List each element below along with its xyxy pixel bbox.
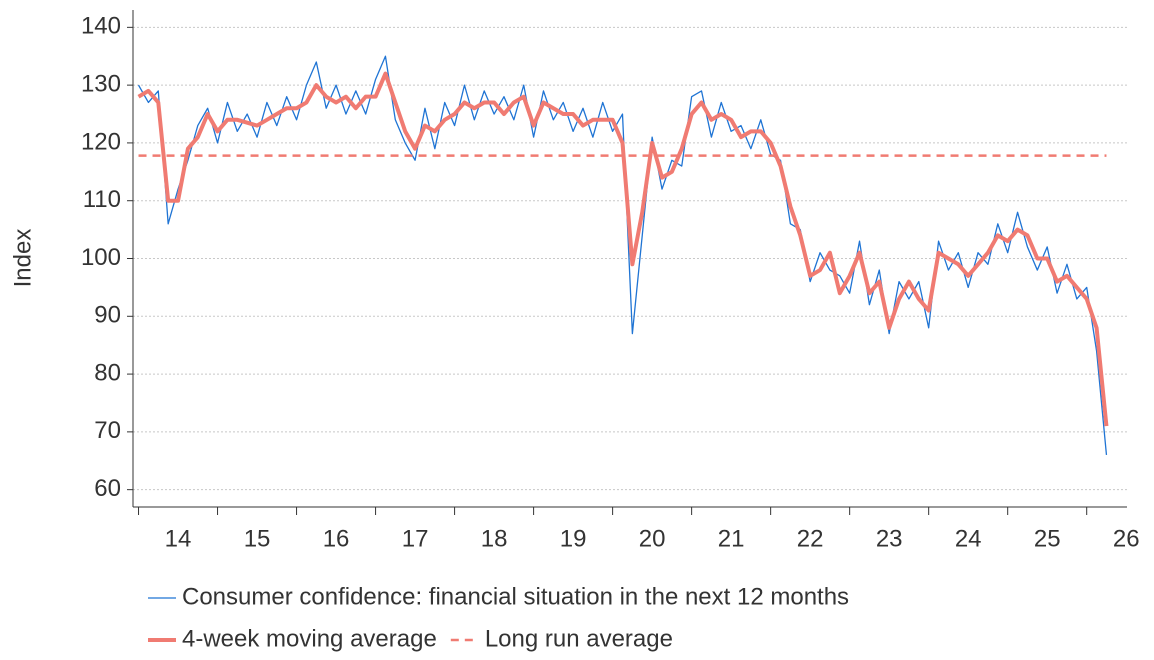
legend-label: 4-week moving average bbox=[182, 625, 437, 652]
x-tick-label: 16 bbox=[323, 525, 350, 552]
y-tick-label: 120 bbox=[81, 128, 121, 155]
x-tick-label: 14 bbox=[165, 525, 192, 552]
x-tick-label: 26 bbox=[1113, 525, 1140, 552]
x-tick-label: 23 bbox=[876, 525, 903, 552]
x-tick-label: 24 bbox=[955, 525, 982, 552]
y-tick-label: 60 bbox=[94, 475, 121, 502]
y-tick-label: 130 bbox=[81, 70, 121, 97]
y-tick-label: 90 bbox=[94, 302, 121, 329]
x-tick-label: 25 bbox=[1034, 525, 1061, 552]
y-tick-label: 140 bbox=[81, 13, 121, 40]
legend-label: Consumer confidence: financial situation… bbox=[182, 583, 849, 610]
x-tick-label: 18 bbox=[481, 525, 508, 552]
x-tick-label: 22 bbox=[797, 525, 824, 552]
legend-label: Long run average bbox=[485, 625, 673, 652]
y-tick-label: 110 bbox=[83, 186, 121, 213]
y-axis-label: Index bbox=[9, 229, 36, 288]
y-tick-label: 100 bbox=[81, 244, 121, 271]
x-tick-label: 20 bbox=[639, 525, 666, 552]
x-tick-label: 15 bbox=[244, 525, 271, 552]
series-line bbox=[137, 55, 1108, 456]
y-tick-label: 80 bbox=[94, 359, 121, 386]
x-tick-label: 19 bbox=[560, 525, 587, 552]
x-tick-label: 21 bbox=[718, 525, 745, 552]
x-tick-label: 17 bbox=[402, 525, 429, 552]
series-line bbox=[137, 71, 1109, 427]
y-tick-label: 70 bbox=[94, 417, 121, 444]
